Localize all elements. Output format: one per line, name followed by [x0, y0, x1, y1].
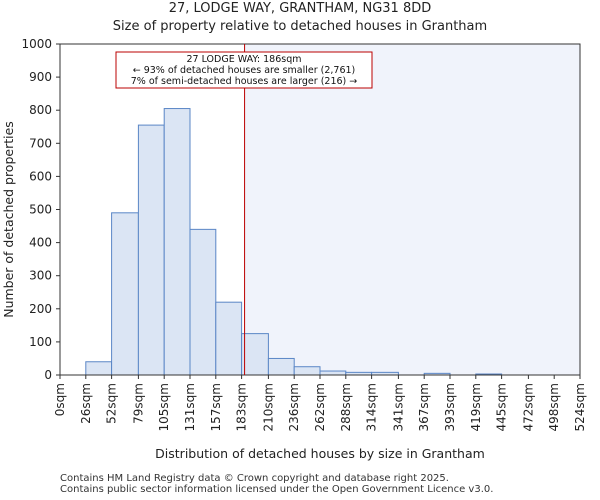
histogram-bar [293, 366, 321, 376]
chart-subtitle: Size of property relative to detached ho… [112, 19, 488, 34]
histogram-bar [163, 108, 191, 376]
x-tick-label: 524sqm [573, 383, 587, 431]
y-tick-label: 500 [29, 203, 52, 217]
y-tick-label: 0 [44, 368, 52, 382]
y-tick-label: 700 [29, 136, 52, 150]
y-tick-label: 100 [29, 335, 52, 349]
x-tick-label: 52sqm [105, 383, 119, 424]
x-tick-label: 79sqm [131, 383, 145, 424]
x-tick-label: 26sqm [79, 383, 93, 424]
histogram-bar [241, 333, 269, 376]
y-axis-label: Number of detached properties [1, 121, 16, 318]
x-tick-label: 288sqm [339, 383, 353, 431]
histogram-bar [85, 361, 113, 376]
footer-line-2: Contains public sector information licen… [60, 484, 494, 495]
x-tick-label: 105sqm [157, 383, 171, 431]
histogram-bar [319, 370, 347, 376]
chart-title: 27, LODGE WAY, GRANTHAM, NG31 8DD [168, 1, 432, 16]
y-tick-label: 1000 [21, 37, 52, 51]
larger-region-shade [244, 44, 581, 375]
x-tick-label: 210sqm [261, 383, 275, 431]
annotation-line: 27 LODGE WAY: 186sqm [186, 54, 301, 65]
histogram-bar [137, 124, 165, 376]
x-axis-label: Distribution of detached houses by size … [155, 446, 485, 461]
x-tick-label: 157sqm [209, 383, 223, 431]
y-tick-label: 800 [29, 103, 52, 117]
x-tick-label: 236sqm [287, 383, 301, 431]
annotation-line: 7% of semi-detached houses are larger (2… [131, 76, 358, 87]
x-tick-label: 445sqm [495, 383, 509, 431]
x-tick-label: 183sqm [235, 383, 249, 431]
x-tick-label: 0sqm [53, 383, 67, 416]
x-tick-label: 419sqm [469, 383, 483, 431]
histogram-bar [189, 228, 217, 376]
footer-line-1: Contains HM Land Registry data © Crown c… [60, 473, 449, 484]
annotation-box [115, 51, 373, 89]
annotation-line: ← 93% of detached houses are smaller (2,… [133, 65, 356, 76]
y-tick-label: 600 [29, 169, 52, 183]
x-tick-label: 498sqm [547, 383, 561, 431]
histogram-bar [215, 301, 243, 376]
y-tick-label: 900 [29, 70, 52, 84]
x-tick-label: 367sqm [417, 383, 431, 431]
x-tick-label: 131sqm [183, 383, 197, 431]
histogram-bar [111, 212, 139, 376]
x-tick-label: 341sqm [391, 383, 405, 431]
x-tick-label: 314sqm [365, 383, 379, 431]
histogram-bar [267, 357, 295, 376]
y-tick-label: 200 [29, 302, 52, 316]
x-tick-label: 393sqm [443, 383, 457, 431]
x-tick-label: 472sqm [521, 383, 535, 431]
y-tick-label: 300 [29, 269, 52, 283]
y-tick-label: 400 [29, 236, 52, 250]
x-tick-label: 262sqm [313, 383, 327, 431]
